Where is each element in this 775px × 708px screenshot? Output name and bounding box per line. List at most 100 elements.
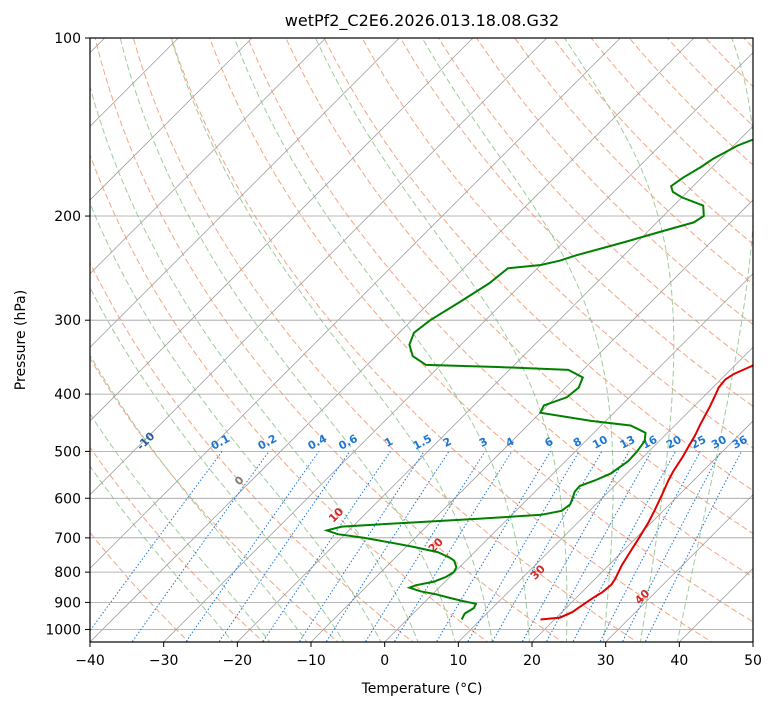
y-tick-label: 200 [54, 209, 81, 225]
mixing-ratio-label: 30 [709, 433, 729, 452]
mixing-ratio-line [364, 451, 486, 642]
isotherm-line [90, 38, 695, 642]
mixing-ratio-label: 1.5 [411, 432, 434, 453]
moist-adiabat-line [90, 354, 308, 642]
isotherm-line [90, 38, 326, 275]
mixing-ratio-line [491, 451, 603, 642]
isotherm-line [90, 38, 474, 422]
isotherm-line [310, 199, 753, 642]
mixing-ratio-label: 20 [664, 433, 684, 452]
mixing-ratio-label: 1 [382, 435, 395, 450]
isotherm-line [90, 38, 400, 348]
moist-adiabat-line [90, 465, 234, 642]
moist-adiabat-line [90, 202, 382, 642]
mixing-ratio-line [325, 451, 450, 642]
dry-adiabat-label: 40 [632, 587, 652, 607]
moist-adiabat-line [564, 38, 675, 642]
background-lines [90, 38, 753, 642]
y-tick-label: 400 [54, 387, 81, 403]
mixing-ratio-label: 0.4 [306, 432, 330, 453]
dry-adiabat-line [361, 38, 753, 449]
mixing-ratio-line [393, 451, 513, 642]
mixing-ratio-label: 36 [730, 433, 750, 452]
x-tick-label: 0 [380, 653, 389, 669]
dry-adiabat-label: -10 [134, 429, 157, 452]
mixing-ratio-label: 6 [543, 435, 556, 450]
isotherm-line [458, 346, 753, 642]
dry-adiabat-line [90, 446, 265, 642]
mixing-ratio-label: 8 [571, 435, 584, 450]
dry-adiabat-line [399, 38, 753, 408]
dry-adiabat-line [170, 38, 713, 642]
dry-adiabat-line [743, 38, 753, 49]
y-tick-label: 300 [54, 313, 81, 329]
x-tick-label: −20 [223, 653, 253, 669]
isotherm-line [605, 494, 753, 642]
moist-adiabat-line [421, 38, 614, 642]
mixing-ratio-line [218, 451, 351, 642]
chart-title: wetPf2_C2E6.2026.013.18.08.G32 [285, 11, 559, 31]
profile-series-line [540, 364, 753, 621]
x-tick-label: 50 [744, 653, 762, 669]
y-tick-label: 900 [54, 595, 81, 611]
isotherm-line [531, 420, 753, 642]
x-tick-label: −40 [75, 653, 105, 669]
dry-adiabat-line [552, 38, 753, 245]
isotherm-line [752, 641, 753, 642]
dry-adiabat-line [132, 38, 638, 642]
dry-adiabat-line [90, 153, 489, 642]
y-axis-ticks: 100 200 300 400 500 600 700 800 900 1000 [45, 31, 90, 638]
mixing-ratio-label: 3 [477, 435, 490, 450]
mixing-ratio-line [466, 451, 580, 642]
mixing-ratio-label: 0.2 [256, 432, 279, 453]
y-tick-label: 1000 [45, 622, 81, 638]
y-tick-label: 500 [54, 444, 81, 460]
moist-adiabat-line [315, 38, 568, 642]
mixing-ratio-line [185, 451, 320, 642]
x-axis-ticks: −40 −30 −20 −10 0 10 20 30 40 50 [75, 642, 762, 669]
mixing-ratio-line [298, 451, 425, 642]
mixing-ratio-line [435, 451, 552, 642]
mixing-ratio-line [599, 451, 701, 642]
moist-adiabat-line [676, 38, 753, 642]
y-tick-label: 600 [54, 491, 81, 507]
mixing-ratio-line [572, 451, 676, 642]
y-tick-label: 100 [54, 31, 81, 47]
profile-lines [323, 138, 753, 621]
y-tick-label: 800 [54, 565, 81, 581]
moist-adiabat-line [119, 38, 456, 642]
dry-adiabat-line [285, 38, 753, 535]
x-tick-label: 20 [523, 653, 541, 669]
mixing-ratio-line [90, 451, 223, 632]
dry-adiabat-label: 30 [528, 562, 548, 582]
dry-adiabat-label: 0 [232, 473, 247, 488]
dry-adiabat-line [90, 261, 414, 642]
dry-adiabat-line [90, 357, 339, 642]
dry-adiabat-line [323, 38, 753, 492]
isotherm-line [90, 38, 547, 496]
moist-adiabat-line [90, 412, 271, 642]
mixing-ratio-line [131, 451, 270, 642]
profile-series-line [323, 138, 753, 620]
isotherm-line [163, 52, 753, 642]
x-tick-label: 30 [597, 653, 615, 669]
x-tick-label: 10 [449, 653, 467, 669]
mixing-ratio-line [644, 451, 742, 642]
isotherm-line [237, 125, 753, 642]
dry-adiabat-line [476, 38, 753, 326]
mixing-ratio-line [621, 451, 722, 642]
moist-adiabat-line [170, 38, 493, 642]
dry-adiabat-line [667, 38, 753, 127]
isotherm-line [90, 38, 621, 569]
moist-adiabat-line [90, 84, 419, 642]
x-axis-label: Temperature (°C) [361, 681, 483, 697]
x-tick-label: 40 [670, 653, 688, 669]
dry-adiabat-line [590, 38, 753, 206]
dry-adiabat-line [209, 38, 753, 623]
plot-frame [89, 37, 754, 643]
mixing-ratio-label: 0.1 [209, 432, 232, 453]
isotherm-line [384, 273, 753, 642]
x-tick-label: −30 [149, 653, 179, 669]
isotherm-line [90, 38, 253, 201]
